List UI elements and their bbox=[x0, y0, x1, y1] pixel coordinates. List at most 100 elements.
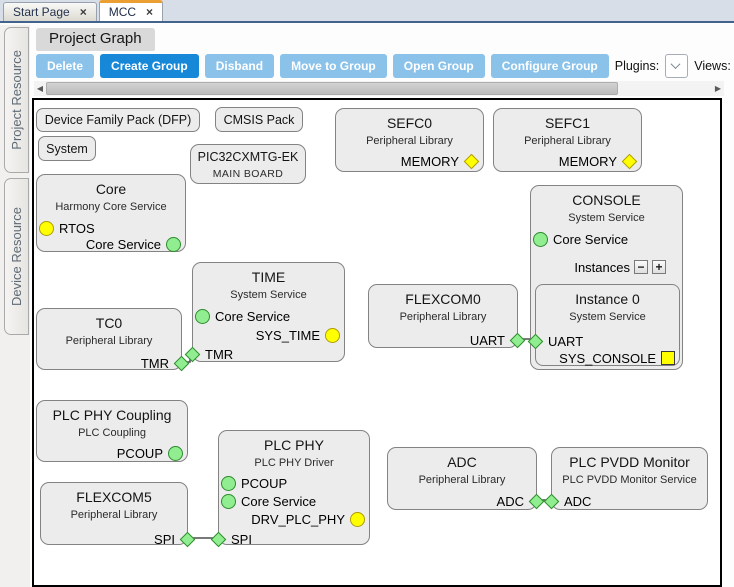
node-sefc1[interactable]: SEFC1 Peripheral Library MEMORY bbox=[493, 108, 642, 172]
node-subtitle: Peripheral Library bbox=[65, 335, 153, 347]
pin-tmr[interactable]: TMR bbox=[184, 345, 234, 363]
pin-adc[interactable]: ADC bbox=[496, 492, 545, 510]
spi-diamond-pin-icon bbox=[179, 531, 196, 547]
graph-layer: Device Family Pack (DFP) CMSIS Pack System… bbox=[34, 100, 720, 585]
plugins-label: Plugins: bbox=[614, 58, 660, 73]
adc-diamond-pin-icon bbox=[528, 493, 545, 509]
node-title: FLEXCOM0 bbox=[405, 291, 481, 307]
pcoup-circle-pin-icon bbox=[221, 475, 236, 491]
node-subtitle: System Service bbox=[230, 289, 307, 301]
instances-label: Instances bbox=[574, 259, 630, 275]
node-time[interactable]: TIME System Service Core Service SYS_TIME TM… bbox=[184, 262, 345, 362]
toolbar: Delete Create Group Disband Move to Grou… bbox=[36, 53, 731, 78]
node-title: Instance 0 bbox=[575, 291, 640, 307]
node-sefc0[interactable]: SEFC0 Peripheral Library MEMORY bbox=[335, 108, 484, 172]
node-subtitle: System Service bbox=[569, 311, 646, 323]
rtos-circle-pin-icon bbox=[39, 220, 54, 236]
node-flexcom5[interactable]: FLEXCOM5 Peripheral Library SPI bbox=[40, 482, 196, 547]
pin-drv-plc-phy[interactable]: DRV_PLC_PHY bbox=[251, 510, 365, 528]
spi-diamond-pin-icon bbox=[210, 531, 227, 547]
pin-label: DRV_PLC_PHY bbox=[251, 511, 345, 527]
pin-core-service[interactable]: Core Service bbox=[533, 230, 628, 248]
node-plc-pvdd-monitor[interactable]: PLC PVDD Monitor PLC PVDD Monitor Service… bbox=[543, 447, 708, 510]
pin-rtos[interactable]: RTOS bbox=[39, 219, 95, 237]
node-title: SEFC1 bbox=[544, 115, 591, 131]
pin-label: Core Service bbox=[215, 308, 291, 324]
node-adc[interactable]: ADC Peripheral Library ADC bbox=[387, 447, 545, 510]
node-plc-phy-coupling[interactable]: PLC PHY Coupling PLC Coupling PCOUP bbox=[36, 400, 188, 462]
pin-sys-time[interactable]: SYS_TIME bbox=[256, 326, 340, 344]
pin-core-service[interactable]: Core Service bbox=[221, 492, 316, 510]
plugins-dropdown[interactable] bbox=[665, 53, 689, 78]
horizontal-scrollbar[interactable]: ◀ ▶ bbox=[34, 81, 724, 96]
node-title: PLC PHY bbox=[264, 437, 324, 453]
pin-label: SPI bbox=[231, 531, 252, 547]
close-icon[interactable]: × bbox=[146, 5, 154, 19]
scroll-right-icon[interactable]: ▶ bbox=[714, 84, 722, 93]
node-plc-phy[interactable]: PLC PHY PLC PHY Driver PCOUP Core Service DR… bbox=[210, 430, 370, 547]
pin-label: SYS_TIME bbox=[255, 327, 320, 343]
pin-label: ADC bbox=[496, 493, 524, 509]
node-subtitle: System Service bbox=[568, 212, 645, 224]
node-title: TC0 bbox=[95, 315, 123, 331]
tab-label: MCC bbox=[108, 5, 137, 19]
tab-start-page[interactable]: Start Page × bbox=[3, 2, 97, 21]
pin-core-service[interactable]: Core Service bbox=[195, 307, 290, 325]
disband-button[interactable]: Disband bbox=[204, 53, 275, 78]
pin-memory[interactable]: MEMORY bbox=[558, 152, 638, 170]
open-group-button[interactable]: Open Group bbox=[392, 53, 485, 78]
drv-plc-phy-circle-pin-icon bbox=[350, 511, 365, 527]
pin-label: ADC bbox=[564, 493, 592, 509]
tab-mcc[interactable]: MCC × bbox=[98, 0, 164, 21]
pin-pcoup[interactable]: PCOUP bbox=[117, 444, 183, 462]
node-title: SEFC0 bbox=[386, 115, 433, 131]
node-system[interactable]: System bbox=[38, 136, 96, 161]
node-main-board[interactable]: PIC32CXMTG-EK MAIN BOARD bbox=[190, 144, 306, 184]
move-to-group-button[interactable]: Move to Group bbox=[280, 53, 387, 78]
pin-label: MEMORY bbox=[558, 153, 617, 169]
pin-label: PCOUP bbox=[116, 445, 163, 461]
pin-uart[interactable]: UART bbox=[470, 331, 526, 349]
instances-remove-button[interactable]: − bbox=[634, 260, 648, 274]
scroll-left-icon[interactable]: ◀ bbox=[36, 84, 44, 93]
node-core[interactable]: Core Harmony Core Service RTOS Core Service bbox=[36, 174, 186, 252]
node-subtitle: MAIN BOARD bbox=[212, 168, 284, 180]
pin-spi[interactable]: SPI bbox=[154, 530, 196, 548]
delete-button[interactable]: Delete bbox=[36, 53, 95, 78]
tmr-diamond-pin-icon bbox=[173, 355, 190, 371]
pin-sys-console[interactable]: SYS_CONSOLE bbox=[559, 349, 675, 367]
sidebar-tab-project-resource[interactable]: Project Resource bbox=[4, 27, 29, 173]
pin-label: Core Service bbox=[553, 231, 629, 247]
pin-core-service[interactable]: Core Service bbox=[86, 235, 181, 253]
pin-memory[interactable]: MEMORY bbox=[401, 152, 480, 170]
node-device-family-pack[interactable]: Device Family Pack (DFP) bbox=[36, 108, 200, 132]
pin-pcoup[interactable]: PCOUP bbox=[221, 474, 287, 492]
node-subtitle: PLC Coupling bbox=[78, 427, 146, 439]
pin-spi[interactable]: SPI bbox=[210, 530, 252, 548]
node-title: System bbox=[46, 141, 88, 156]
node-subtitle: PLC PHY Driver bbox=[254, 457, 334, 469]
sidebar-tab-label: Project Resource bbox=[9, 50, 24, 150]
node-title: PLC PHY Coupling bbox=[52, 407, 172, 423]
node-flexcom0[interactable]: FLEXCOM0 Peripheral Library UART bbox=[368, 284, 526, 348]
instances-add-button[interactable]: + bbox=[652, 260, 666, 274]
node-console[interactable]: CONSOLE System Service Core Service Instanc… bbox=[527, 185, 683, 370]
pin-label: TMR bbox=[205, 346, 234, 362]
node-subtitle: Peripheral Library bbox=[70, 509, 158, 521]
node-tc0[interactable]: TC0 Peripheral Library TMR bbox=[36, 308, 190, 371]
node-cmsis-pack[interactable]: CMSIS Pack bbox=[215, 107, 303, 132]
sidebar-tab-device-resource[interactable]: Device Resource bbox=[4, 178, 29, 335]
close-icon[interactable]: × bbox=[79, 5, 87, 19]
pin-uart[interactable]: UART bbox=[527, 332, 583, 350]
configure-group-button[interactable]: Configure Group bbox=[490, 53, 609, 78]
pin-label: TMR bbox=[140, 355, 169, 371]
scrollbar-thumb[interactable] bbox=[46, 82, 618, 95]
create-group-button[interactable]: Create Group bbox=[100, 53, 199, 78]
uart-diamond-pin-icon bbox=[509, 332, 526, 348]
pin-adc[interactable]: ADC bbox=[543, 492, 592, 510]
node-title: TIME bbox=[251, 269, 286, 285]
node-console-instance-0[interactable]: Instance 0 System Service UART SYS_CONSOLE bbox=[527, 284, 680, 367]
pin-tmr[interactable]: TMR bbox=[140, 354, 190, 372]
project-graph-canvas[interactable]: Device Family Pack (DFP) CMSIS Pack System… bbox=[32, 98, 722, 587]
